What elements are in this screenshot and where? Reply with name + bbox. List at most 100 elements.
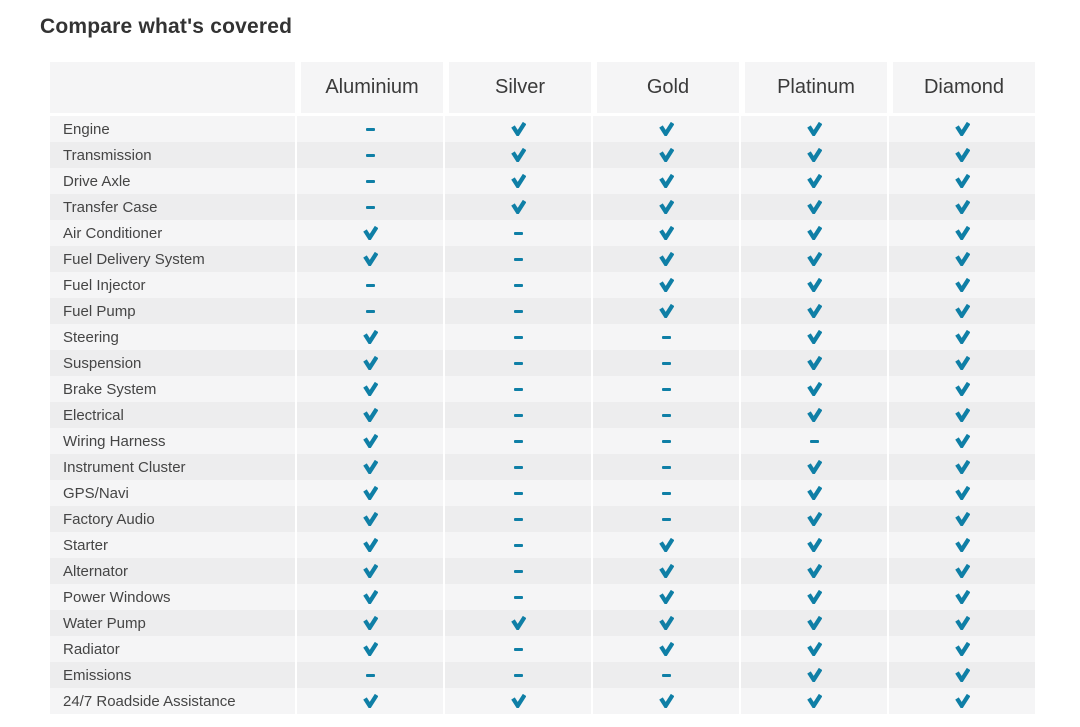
column-header-aluminium: Aluminium [295,62,443,113]
coverage-cell [887,194,1035,220]
coverage-cell [591,220,739,246]
dash-icon [661,335,671,339]
coverage-cell [739,584,887,610]
check-icon [806,460,822,474]
row-label: Electrical [63,406,124,424]
row-label: Brake System [63,380,157,398]
row-label: Drive Axle [63,172,131,190]
coverage-cell [591,350,739,376]
coverage-cell [887,168,1035,194]
row-label: 24/7 Roadside Assistance [63,692,236,710]
coverage-cell [591,506,739,532]
column-header-silver: Silver [443,62,591,113]
dash-icon [513,465,523,469]
coverage-cell [443,298,591,324]
check-icon [658,642,674,656]
coverage-cell [295,558,443,584]
check-icon [510,174,526,188]
coverage-cell [887,376,1035,402]
check-icon [954,642,970,656]
dash-icon [513,517,523,521]
coverage-cell [887,584,1035,610]
coverage-cell [887,220,1035,246]
coverage-cell [295,402,443,428]
coverage-cell [887,688,1035,714]
dash-icon [513,387,523,391]
coverage-cell [295,454,443,480]
check-icon [954,252,970,266]
coverage-cell [591,532,739,558]
coverage-cell [887,402,1035,428]
row-label: Steering [63,328,119,346]
table-row: Fuel Injector [50,272,1035,298]
coverage-cell [739,298,887,324]
check-icon [362,512,378,526]
table-row: Electrical [50,402,1035,428]
check-icon [362,226,378,240]
dash-icon [661,491,671,495]
coverage-cell [591,116,739,142]
table-row: Brake System [50,376,1035,402]
coverage-cell [739,558,887,584]
row-label: Instrument Cluster [63,458,186,476]
check-icon [806,304,822,318]
coverage-cell [739,142,887,168]
check-icon [954,616,970,630]
check-icon [954,382,970,396]
coverage-cell [739,324,887,350]
coverage-cell [739,220,887,246]
check-icon [954,694,970,708]
coverage-cell [295,584,443,610]
dash-icon [365,283,375,287]
dash-icon [513,647,523,651]
coverage-cell [887,116,1035,142]
coverage-cell [591,480,739,506]
dash-icon [809,439,819,443]
coverage-cell [591,662,739,688]
check-icon [510,200,526,214]
check-icon [954,174,970,188]
coverage-cell [887,272,1035,298]
row-label: Engine [63,120,110,138]
coverage-cell [591,272,739,298]
coverage-cell [295,532,443,558]
row-label: Power Windows [63,588,171,606]
row-label: Fuel Pump [63,302,136,320]
coverage-cell [443,246,591,272]
check-icon [658,252,674,266]
header-empty-cell [50,62,295,113]
check-icon [954,226,970,240]
check-icon [362,642,378,656]
coverage-cell [591,688,739,714]
coverage-cell [295,194,443,220]
dash-icon [365,309,375,313]
header-row: Aluminium Silver Gold Platinum Diamond [50,62,1035,113]
coverage-cell [887,298,1035,324]
check-icon [658,278,674,292]
coverage-cell [591,168,739,194]
coverage-cell [887,506,1035,532]
check-icon [362,434,378,448]
check-icon [806,278,822,292]
coverage-cell [443,220,591,246]
check-icon [658,122,674,136]
check-icon [362,564,378,578]
coverage-cell [591,454,739,480]
coverage-cell [591,558,739,584]
check-icon [658,148,674,162]
check-icon [362,356,378,370]
dash-icon [513,569,523,573]
table-row: Steering [50,324,1035,350]
coverage-cell [591,636,739,662]
table-row: Radiator [50,636,1035,662]
table-row: 24/7 Roadside Assistance [50,688,1035,714]
coverage-cell [887,610,1035,636]
coverage-cell [295,324,443,350]
table-row: Transfer Case [50,194,1035,220]
check-icon [658,226,674,240]
coverage-cell [739,376,887,402]
check-icon [954,668,970,682]
dash-icon [513,257,523,261]
check-icon [362,252,378,266]
check-icon [362,460,378,474]
